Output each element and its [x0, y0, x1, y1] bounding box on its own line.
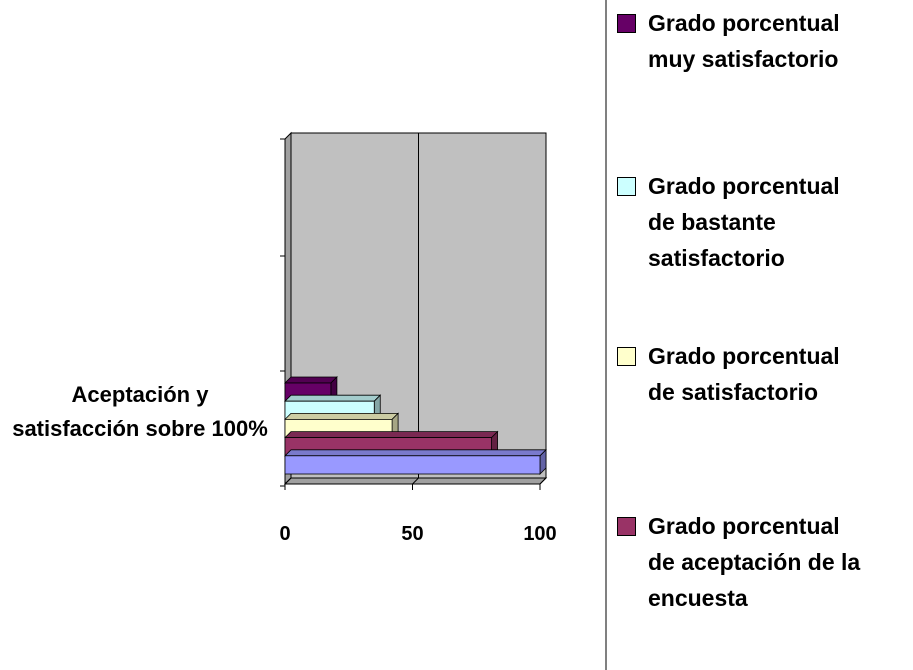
legend-swatch — [617, 347, 636, 366]
x-tick-label: 100 — [523, 523, 556, 545]
legend-swatch — [617, 14, 636, 33]
bar-top — [284, 449, 547, 457]
x-tick-label: 50 — [401, 523, 423, 545]
legend-label: Grado porcentual de bastante satisfactor… — [648, 173, 840, 271]
bar-top — [284, 412, 400, 420]
bar-top — [284, 394, 382, 402]
legend-swatch — [617, 177, 636, 196]
grid-line-floor — [284, 477, 292, 485]
bar — [284, 455, 541, 475]
legend-swatch — [617, 517, 636, 536]
category-label: Aceptación y satisfacción sobre 100% — [12, 382, 268, 441]
grid-line-floor — [539, 477, 547, 485]
legend-label: Grado porcentual muy satisfactorio — [648, 10, 840, 72]
bar-top — [284, 376, 338, 384]
legend-label: Grado porcentual de aceptación de la enc… — [648, 513, 861, 611]
legend-label: Grado porcentual de satisfactorio — [648, 343, 840, 405]
x-tick-label: 0 — [279, 523, 290, 545]
bar-top — [284, 431, 499, 439]
grid-line-floor — [412, 477, 419, 485]
